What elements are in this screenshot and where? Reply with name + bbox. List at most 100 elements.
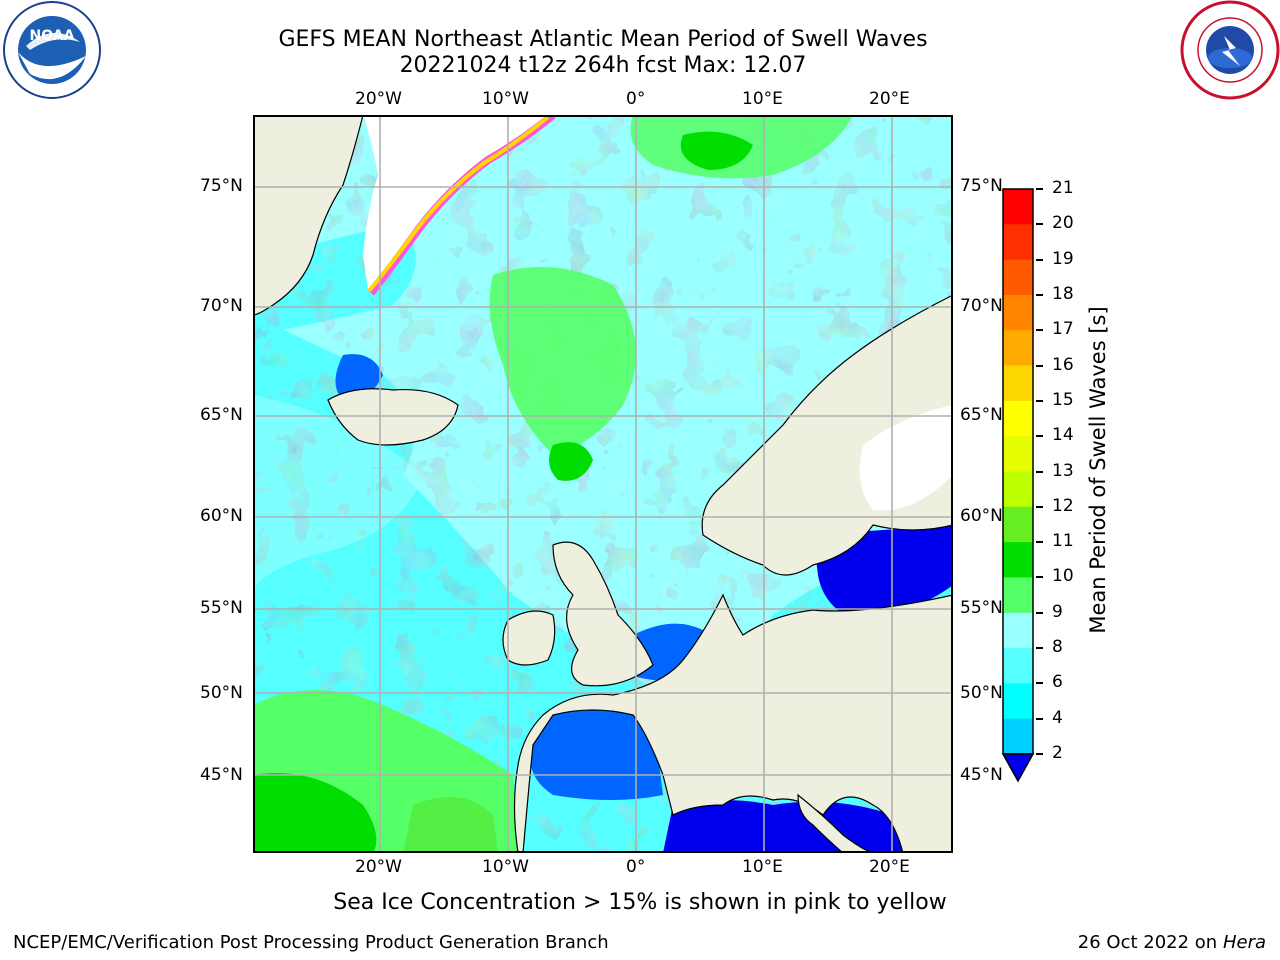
colorbar-tick-mark: [1036, 541, 1043, 544]
colorbar-tick-mark: [1036, 258, 1043, 261]
colorbar-tick-label: 13: [1052, 460, 1074, 481]
colorbar-segment: [1003, 436, 1033, 472]
swell-blue-mediterranean: [663, 800, 903, 853]
lon-label-top-10e: 10°E: [742, 89, 783, 109]
colorbar-tick-mark: [1036, 470, 1043, 473]
footer-date: 26 Oct 2022 on Hera: [1078, 932, 1266, 953]
colorbar-segment: [1003, 506, 1033, 543]
colorbar-tick-label: 10: [1052, 566, 1074, 587]
colorbar-tick-label: 4: [1052, 707, 1063, 728]
lat-label-right-50n: 50°N: [960, 683, 1003, 703]
colorbar-tick-mark: [1036, 682, 1043, 685]
colorbar-graphic: [1001, 188, 1035, 783]
colorbar-segment: [1003, 224, 1033, 261]
colorbar-tick-label: 20: [1052, 213, 1074, 234]
lat-label-right-55n: 55°N: [960, 598, 1003, 618]
lon-label-top-20e: 20°E: [869, 89, 910, 109]
colorbar-tick-label: 12: [1052, 495, 1074, 516]
colorbar-tick-label: 16: [1052, 354, 1074, 375]
colorbar-tick-label: 8: [1052, 637, 1063, 658]
lat-label-left-60n: 60°N: [200, 506, 243, 526]
lat-label-left-65n: 65°N: [200, 405, 243, 425]
colorbar-tick-label: 6: [1052, 672, 1063, 693]
colorbar-tick-label: 19: [1052, 248, 1074, 269]
colorbar-border: [1002, 188, 1034, 755]
lon-label-bottom-20e: 20°E: [869, 857, 910, 877]
lat-label-right-70n: 70°N: [960, 296, 1003, 316]
sea-ice-caption: Sea Ice Concentration > 15% is shown in …: [333, 890, 947, 915]
chart-title: GEFS MEAN Northeast Atlantic Mean Period…: [278, 27, 928, 52]
graticule: [253, 115, 953, 853]
colorbar-extend-arrow: [1001, 753, 1035, 783]
lat-label-left-50n: 50°N: [200, 683, 243, 703]
swell-green-core-southwest: [253, 773, 377, 853]
colorbar-tick-mark: [1036, 717, 1043, 720]
colorbar-segment: [1003, 718, 1033, 755]
greenland-land: [253, 115, 364, 316]
lat-label-left-55n: 55°N: [200, 598, 243, 618]
lon-label-bottom-0: 0°: [626, 857, 646, 877]
colorbar-tick-mark: [1036, 293, 1043, 296]
colorbar-label: Mean Period of Swell Waves [s]: [1086, 306, 1110, 634]
colorbar-tick-label: 18: [1052, 283, 1074, 304]
lon-label-top-0: 0°: [626, 89, 646, 109]
colorbar-tick-mark: [1036, 188, 1043, 190]
colorbar-segment: [1003, 577, 1033, 614]
italy-land: [797, 793, 874, 853]
colorbar-tick-mark: [1036, 364, 1043, 367]
swell-green-core-north: [680, 131, 753, 170]
colorbar-segment: [1003, 259, 1033, 296]
colorbar-tick-label: 17: [1052, 319, 1074, 340]
colorbar-tick-label: 9: [1052, 601, 1063, 622]
ireland-land: [502, 610, 556, 666]
lat-label-right-60n: 60°N: [960, 506, 1003, 526]
colorbar-tick-mark: [1036, 505, 1043, 508]
chart-subtitle: 20221024 t12z 264h fcst Max: 12.07: [399, 53, 807, 78]
colorbar-tick-label: 14: [1052, 425, 1074, 446]
lon-label-top-10w: 10°W: [482, 89, 529, 109]
colorbar-tick-mark: [1036, 753, 1043, 755]
sweden-lakes-white: [859, 405, 953, 511]
colorbar-tick-mark: [1036, 399, 1043, 402]
colorbar-segment: [1003, 365, 1033, 402]
noaa-logo-text: NOAA: [30, 28, 75, 44]
colorbar-segment: [1003, 189, 1033, 225]
colorbar-segment: [1003, 471, 1033, 508]
map-border: [253, 115, 953, 853]
swell-green-core-faroes: [549, 442, 593, 481]
iceland-land: [327, 388, 459, 446]
footer-date-text: 26 Oct 2022 on: [1077, 932, 1223, 953]
map-panel: [253, 115, 953, 853]
colorbar-tick-mark: [1036, 647, 1043, 650]
great-britain-land: [552, 541, 654, 687]
continental-europe-land: [513, 593, 953, 853]
colorbar-segment: [1003, 542, 1033, 578]
footer-host: Hera: [1222, 932, 1266, 953]
colorbar-tick-mark: [1036, 435, 1043, 438]
noaa-logo: NOAA: [0, 0, 104, 100]
colorbar-tick-label: 2: [1052, 743, 1063, 763]
lat-label-right-45n: 45°N: [960, 765, 1003, 785]
lon-label-bottom-20w: 20°W: [355, 857, 402, 877]
lon-label-top-20w: 20°W: [355, 89, 402, 109]
lat-label-right-65n: 65°N: [960, 405, 1003, 425]
nws-logo: [1180, 0, 1280, 100]
colorbar-tick-mark: [1036, 329, 1043, 332]
swell-green-norwegian-sea: [489, 267, 636, 455]
lat-label-left-75n: 75°N: [200, 176, 243, 196]
sea-ice-edge-inner: [367, 115, 550, 293]
colorbar-segment: [1003, 683, 1033, 720]
colorbar-tick-label: 15: [1052, 389, 1074, 410]
colorbar-segment: [1003, 294, 1033, 331]
colorbar-tick-label: 11: [1052, 531, 1074, 552]
greenland-ice-white: [363, 115, 553, 290]
colorbar-tick-mark: [1036, 223, 1043, 226]
colorbar-tick-mark: [1036, 611, 1043, 614]
lon-label-bottom-10w: 10°W: [482, 857, 529, 877]
lat-label-left-45n: 45°N: [200, 765, 243, 785]
swell-blue-biscay: [530, 710, 663, 800]
footer-credit: NCEP/EMC/Verification Post Processing Pr…: [13, 932, 609, 953]
lat-label-left-70n: 70°N: [200, 296, 243, 316]
lat-label-right-75n: 75°N: [960, 176, 1003, 196]
colorbar: [1000, 186, 1036, 784]
